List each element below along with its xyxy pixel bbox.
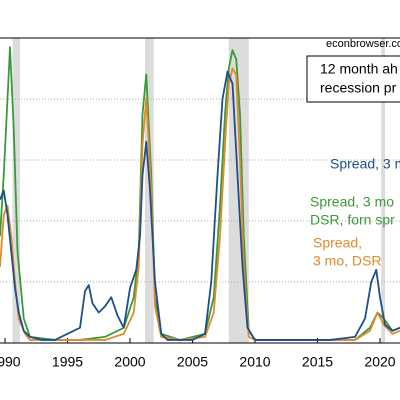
annotation-text: 12 month ah — [320, 61, 398, 77]
series-label: Spread, 3 mo — [330, 156, 400, 172]
annotation-text: recession pr — [320, 80, 397, 96]
x-tick-label: 2020 — [364, 354, 395, 370]
source-label: econbrowser.com — [326, 38, 400, 50]
series-label: DSR, forn spr — [310, 212, 395, 228]
x-tick-label: 2015 — [302, 354, 333, 370]
x-tick-label: 2005 — [177, 354, 208, 370]
x-tick-label: 2010 — [239, 354, 270, 370]
recession-band — [381, 38, 385, 343]
series-label: Spread, 3 mo — [310, 194, 394, 210]
series-label: Spread, — [313, 235, 362, 251]
series-label: 3 mo, DSR — [313, 253, 381, 269]
annotation-box — [306, 55, 400, 103]
x-tick-label: 1995 — [52, 354, 83, 370]
x-tick-label: 1990 — [0, 354, 21, 370]
x-tick-label: 2000 — [114, 354, 145, 370]
series-line — [0, 70, 400, 341]
